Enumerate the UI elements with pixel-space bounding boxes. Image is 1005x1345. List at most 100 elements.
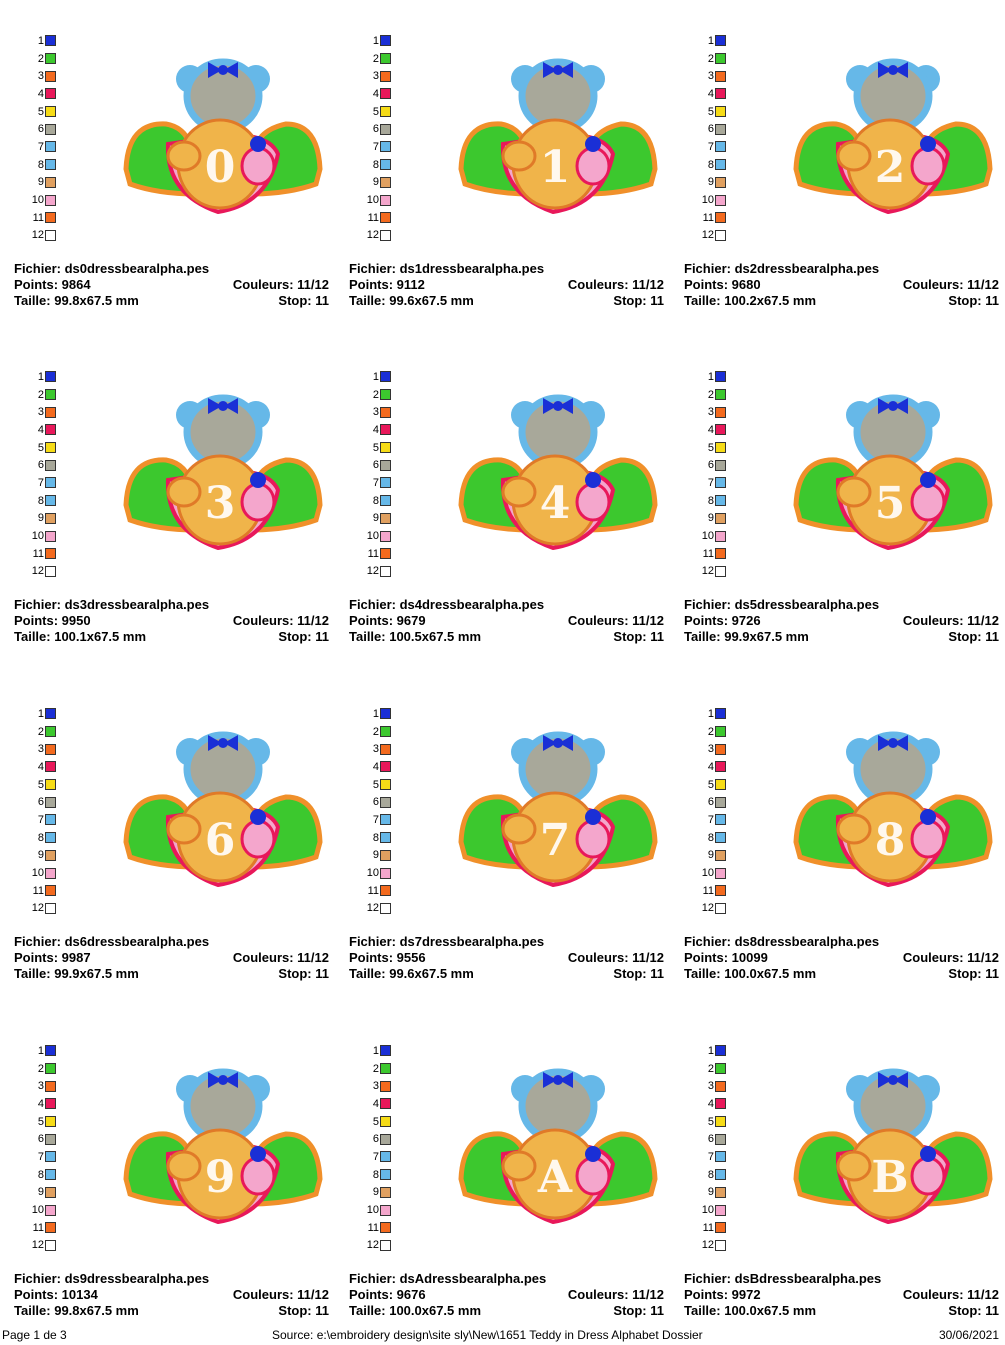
color-swatch-row: 3 <box>686 1077 726 1095</box>
design-letter: 0 <box>205 142 236 193</box>
color-swatch <box>45 212 56 224</box>
design-card: 1 2 3 4 5 6 7 8 9 10 11 12 0 Fichier: ds0dressbearal… <box>8 6 338 309</box>
color-swatch-row: 6 <box>686 120 726 138</box>
design-info: Fichier: ds0dressbearalpha.pes Points: 98… <box>14 261 329 309</box>
bear-embroidery-image: B <box>793 1068 993 1225</box>
color-swatch-row: 5 <box>686 776 726 794</box>
swatch-number: 8 <box>707 494 714 507</box>
swatch-number: 6 <box>372 459 379 472</box>
stitch-points: Points: 9972 <box>684 1287 761 1302</box>
swatch-number: 3 <box>707 406 714 419</box>
design-info: Fichier: ds9dressbearalpha.pes Points: 10… <box>14 1271 329 1319</box>
color-swatch-row: 8 <box>351 829 391 847</box>
color-swatch-row: 2 <box>16 723 56 741</box>
color-swatch-row: 11 <box>16 1219 56 1237</box>
color-swatch-row: 8 <box>16 1166 56 1184</box>
color-swatch <box>380 1133 391 1145</box>
swatch-number: 4 <box>707 87 714 100</box>
swatch-number: 6 <box>37 123 44 136</box>
color-swatch <box>380 495 391 507</box>
color-swatch-row: 2 <box>686 723 726 741</box>
swatch-number: 9 <box>707 512 714 525</box>
swatch-number: 7 <box>707 476 714 489</box>
color-swatch-row: 2 <box>351 1060 391 1078</box>
stop-count: Stop: 11 <box>278 293 329 308</box>
color-swatch <box>715 442 726 454</box>
color-swatch <box>715 849 726 861</box>
color-swatch-row: 4 <box>16 1095 56 1113</box>
color-swatch-row: 10 <box>686 191 726 209</box>
color-swatch <box>380 565 391 577</box>
color-swatch <box>380 35 391 47</box>
design-letter: 2 <box>875 142 906 193</box>
color-swatch <box>715 548 726 560</box>
design-preview: B <box>788 1054 998 1229</box>
color-swatch <box>380 53 391 65</box>
color-swatch <box>715 565 726 577</box>
color-swatch-row: 4 <box>16 85 56 103</box>
color-swatch-row: 9 <box>351 174 391 192</box>
swatch-number: 3 <box>37 70 44 83</box>
swatch-number: 5 <box>372 778 379 791</box>
stitch-points: Points: 9679 <box>349 613 426 628</box>
swatch-number: 9 <box>372 1186 379 1199</box>
color-swatch-list: 1 2 3 4 5 6 7 8 9 10 11 12 <box>351 705 391 917</box>
color-swatch <box>45 708 56 720</box>
swatch-number: 6 <box>707 459 714 472</box>
design-preview: 8 <box>788 717 998 892</box>
color-swatch-row: 12 <box>16 227 56 245</box>
swatch-number: 5 <box>37 105 44 118</box>
color-swatch-row: 9 <box>16 174 56 192</box>
color-swatch-row: 7 <box>686 1148 726 1166</box>
stop-count: Stop: 11 <box>948 629 999 644</box>
color-swatch <box>715 106 726 118</box>
swatch-number: 10 <box>31 867 44 880</box>
swatch-number: 3 <box>372 1080 379 1093</box>
swatch-number: 9 <box>372 849 379 862</box>
swatch-number: 4 <box>707 1097 714 1110</box>
design-letter: 1 <box>540 142 571 193</box>
swatch-number: 12 <box>701 565 714 578</box>
color-swatch <box>380 761 391 773</box>
color-swatch <box>380 796 391 808</box>
color-swatch-row: 5 <box>351 776 391 794</box>
design-info: Fichier: ds2dressbearalpha.pes Points: 96… <box>684 261 999 309</box>
color-swatch-row: 12 <box>16 900 56 918</box>
color-swatch-row: 7 <box>351 1148 391 1166</box>
stitch-points: Points: 9112 <box>349 277 425 292</box>
swatch-number: 1 <box>372 34 379 47</box>
color-swatch <box>380 88 391 100</box>
color-swatch-row: 12 <box>686 563 726 581</box>
swatch-number: 5 <box>37 778 44 791</box>
design-card: 1 2 3 4 5 6 7 8 9 10 11 12 5 Fichier: ds5dressbearal… <box>678 342 1005 644</box>
swatch-number: 9 <box>37 849 44 862</box>
color-swatch <box>45 902 56 914</box>
swatch-number: 4 <box>37 87 44 100</box>
design-preview: 3 <box>118 380 328 555</box>
swatch-number: 5 <box>372 441 379 454</box>
color-swatch <box>45 159 56 171</box>
color-swatch-row: 3 <box>686 403 726 421</box>
color-swatch-row: 8 <box>16 829 56 847</box>
design-size: Taille: 99.9x67.5 mm <box>684 629 809 644</box>
color-swatch <box>380 176 391 188</box>
swatch-number: 8 <box>37 494 44 507</box>
design-card: 1 2 3 4 5 6 7 8 9 10 11 12 B Fichier: dsBdressbearal… <box>678 1016 1005 1318</box>
swatch-number: 5 <box>372 105 379 118</box>
color-swatch <box>45 70 56 82</box>
color-swatch-row: 12 <box>351 900 391 918</box>
swatch-number: 4 <box>37 423 44 436</box>
color-swatch <box>715 176 726 188</box>
color-swatch-row: 6 <box>686 1130 726 1148</box>
color-swatch <box>45 459 56 471</box>
swatch-number: 8 <box>372 494 379 507</box>
color-count: Couleurs: 11/12 <box>567 613 664 628</box>
swatch-number: 3 <box>37 406 44 419</box>
color-swatch <box>45 1186 56 1198</box>
design-preview: 4 <box>453 380 663 555</box>
color-swatch-row: 2 <box>686 386 726 404</box>
color-count: Couleurs: 11/12 <box>902 950 999 965</box>
swatch-number: 3 <box>372 70 379 83</box>
bear-embroidery-image: 5 <box>793 394 993 551</box>
swatch-number: 11 <box>367 547 379 560</box>
